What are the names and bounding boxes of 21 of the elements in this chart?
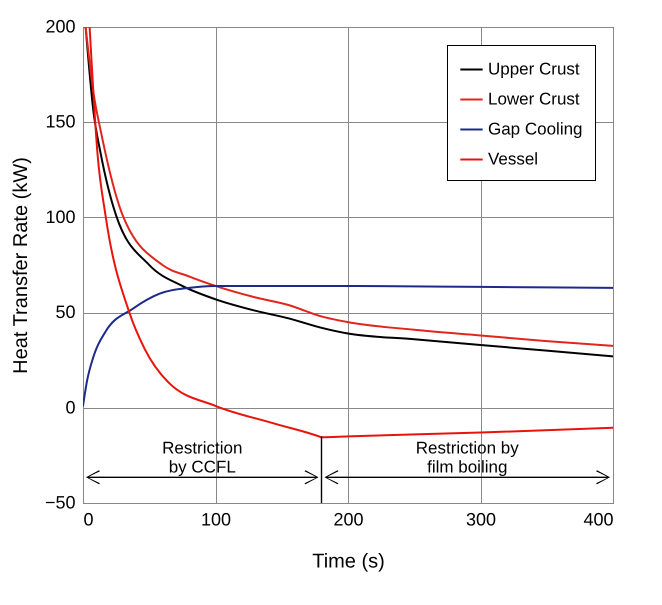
legend-label: Gap Cooling	[488, 120, 583, 138]
legend-label: Upper Crust	[488, 60, 580, 78]
x-tick-label: 100	[200, 510, 232, 530]
line-series	[88, 27, 613, 438]
annotation: Restriction by film boiling	[416, 438, 520, 476]
y-tick-label: 150	[45, 112, 76, 132]
x-tick-label: 200	[333, 510, 364, 530]
legend-label: Vessel	[488, 150, 538, 168]
x-axis-title: Time (s)	[312, 550, 385, 572]
y-axis-title: Heat Transfer Rate (kW)	[10, 157, 32, 374]
legend-label: Lower Crust	[488, 90, 580, 108]
y-tick-label: 0	[65, 397, 76, 418]
x-tick-label: 300	[466, 510, 496, 530]
y-tick-label: 50	[55, 302, 76, 322]
y-tick-label: −50	[44, 492, 76, 512]
line-series	[83, 284, 613, 407]
y-tick-label: 200	[45, 16, 76, 36]
y-tick-label: 100	[45, 206, 76, 227]
annotation: Restriction by CCFL	[162, 438, 242, 476]
x-tick-label: 0	[84, 510, 94, 530]
x-tick-label: 400	[583, 510, 614, 530]
